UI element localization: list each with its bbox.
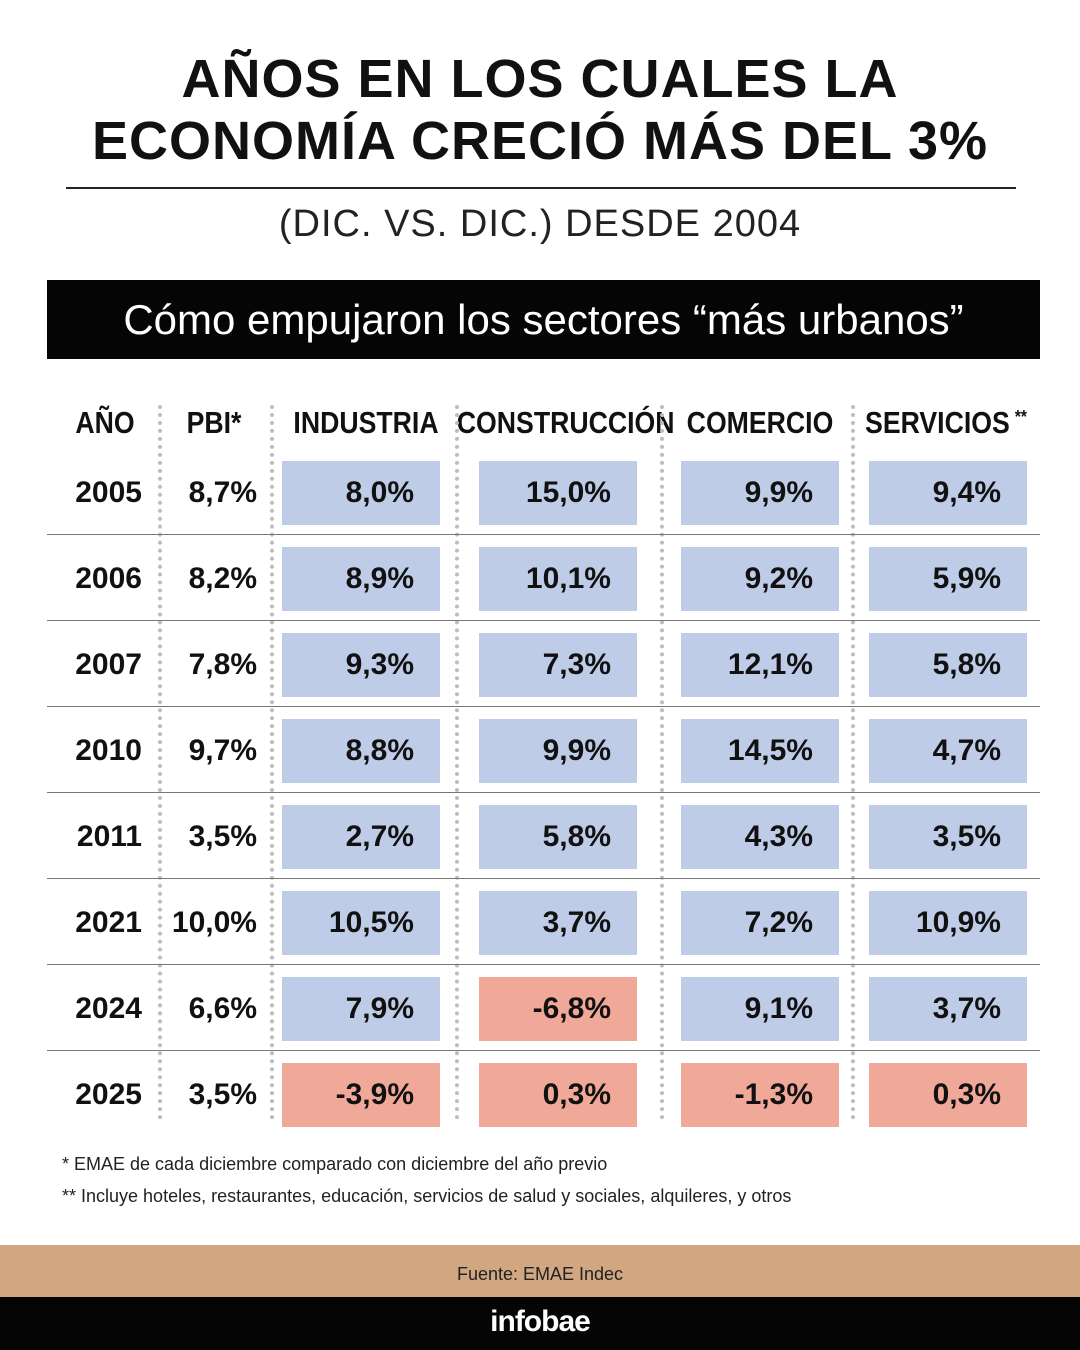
header-comercio-label: COMERCIO <box>686 405 834 440</box>
servicios-value-cell: 9,4% <box>869 461 1027 525</box>
year-cell: 2021 <box>75 906 142 939</box>
column-separator <box>158 405 162 1120</box>
row-divider <box>47 792 1040 793</box>
pbi-cell: 8,7% <box>188 476 257 509</box>
comercio-value-cell: 14,5% <box>681 719 839 783</box>
row-divider <box>47 620 1040 621</box>
servicios-value-cell: 5,8% <box>869 633 1027 697</box>
header-ano-label: AÑO <box>75 405 135 440</box>
servicios-value-cell: 5,9% <box>869 547 1027 611</box>
year-cell: 2010 <box>75 734 142 767</box>
column-separator <box>851 405 855 1120</box>
pbi-cell: 6,6% <box>188 992 257 1025</box>
servicios-value-cell: 3,7% <box>869 977 1027 1041</box>
servicios-value-cell: 0,3% <box>869 1063 1027 1127</box>
brand-logo: infobae <box>490 1305 591 1338</box>
footnote-pbi: * EMAE de cada diciembre comparado con d… <box>62 1154 608 1174</box>
header-industria-label: INDUSTRIA <box>293 405 439 440</box>
title-line-1: AÑOS EN LOS CUALES LA <box>181 49 899 109</box>
year-cell: 2025 <box>75 1078 142 1111</box>
pbi-cell: 7,8% <box>188 648 257 681</box>
chart-subtitle: (DIC. VS. DIC.) DESDE 2004 <box>278 203 802 245</box>
column-separator <box>455 405 459 1120</box>
comercio-value-cell: 7,2% <box>681 891 839 955</box>
pbi-cell: 10,0% <box>171 906 257 939</box>
industria-value-cell: 2,7% <box>282 805 440 869</box>
section-banner: Cómo empujaron los sectores “más urbanos… <box>47 280 1040 359</box>
construccion-value-cell: 3,7% <box>479 891 637 955</box>
comercio-value-cell: 9,1% <box>681 977 839 1041</box>
comercio-value-cell: -1,3% <box>681 1063 839 1127</box>
industria-value-cell: -3,9% <box>282 1063 440 1127</box>
construccion-value-cell: 5,8% <box>479 805 637 869</box>
industria-value-cell: 8,8% <box>282 719 440 783</box>
comercio-value-cell: 12,1% <box>681 633 839 697</box>
footer-bar: infobae <box>0 1297 1080 1350</box>
row-divider <box>47 964 1040 965</box>
servicios-value-cell: 4,7% <box>869 719 1027 783</box>
construccion-value-cell: 9,9% <box>479 719 637 783</box>
row-divider <box>47 878 1040 879</box>
construccion-value-cell: 10,1% <box>479 547 637 611</box>
year-cell: 2007 <box>75 648 142 681</box>
header-construccion-label: CONSTRUCCIÓN <box>456 405 675 440</box>
column-separator <box>270 405 274 1120</box>
comercio-value-cell: 9,9% <box>681 461 839 525</box>
column-separator <box>660 405 664 1120</box>
comercio-value-cell: 4,3% <box>681 805 839 869</box>
industria-value-cell: 10,5% <box>282 891 440 955</box>
construccion-value-cell: -6,8% <box>479 977 637 1041</box>
row-divider <box>47 706 1040 707</box>
industria-value-cell: 9,3% <box>282 633 440 697</box>
title-divider <box>66 187 1016 189</box>
title-line-2: ECONOMÍA CRECIÓ MÁS DEL 3% <box>91 111 989 171</box>
construccion-value-cell: 15,0% <box>479 461 637 525</box>
servicios-footnote-mark: ** <box>1014 407 1027 427</box>
comercio-value-cell: 9,2% <box>681 547 839 611</box>
construccion-value-cell: 7,3% <box>479 633 637 697</box>
header-industria: INDUSTRIA <box>263 398 469 448</box>
servicios-value-cell: 10,9% <box>869 891 1027 955</box>
row-divider <box>47 534 1040 535</box>
header-pbi: PBI* <box>111 398 317 448</box>
row-divider <box>47 1050 1040 1051</box>
pbi-cell: 3,5% <box>188 1078 257 1111</box>
source-text: Fuente: EMAE Indec <box>456 1264 624 1284</box>
industria-value-cell: 8,9% <box>282 547 440 611</box>
footnote-servicios: ** Incluye hoteles, restaurantes, educac… <box>62 1186 792 1206</box>
pbi-cell: 9,7% <box>188 734 257 767</box>
servicios-value-cell: 3,5% <box>869 805 1027 869</box>
year-cell: 2011 <box>76 820 142 853</box>
industria-value-cell: 7,9% <box>282 977 440 1041</box>
chart-title: AÑOS EN LOS CUALES LA ECONOMÍA CRECIÓ MÁ… <box>0 48 1080 172</box>
header-ano: AÑO <box>2 398 208 448</box>
pbi-cell: 3,5% <box>188 820 257 853</box>
header-servicios: SERVICIOS ** <box>843 398 1049 448</box>
header-pbi-label: PBI* <box>186 405 242 440</box>
header-comercio: COMERCIO <box>657 398 863 448</box>
source-band: Fuente: EMAE Indec <box>0 1245 1080 1297</box>
year-cell: 2024 <box>75 992 142 1025</box>
year-cell: 2006 <box>75 562 142 595</box>
pbi-cell: 8,2% <box>188 562 257 595</box>
header-construccion: CONSTRUCCIÓN <box>457 398 675 448</box>
construccion-value-cell: 0,3% <box>479 1063 637 1127</box>
header-servicios-label: SERVICIOS <box>865 405 1010 440</box>
year-cell: 2005 <box>75 476 142 509</box>
industria-value-cell: 8,0% <box>282 461 440 525</box>
